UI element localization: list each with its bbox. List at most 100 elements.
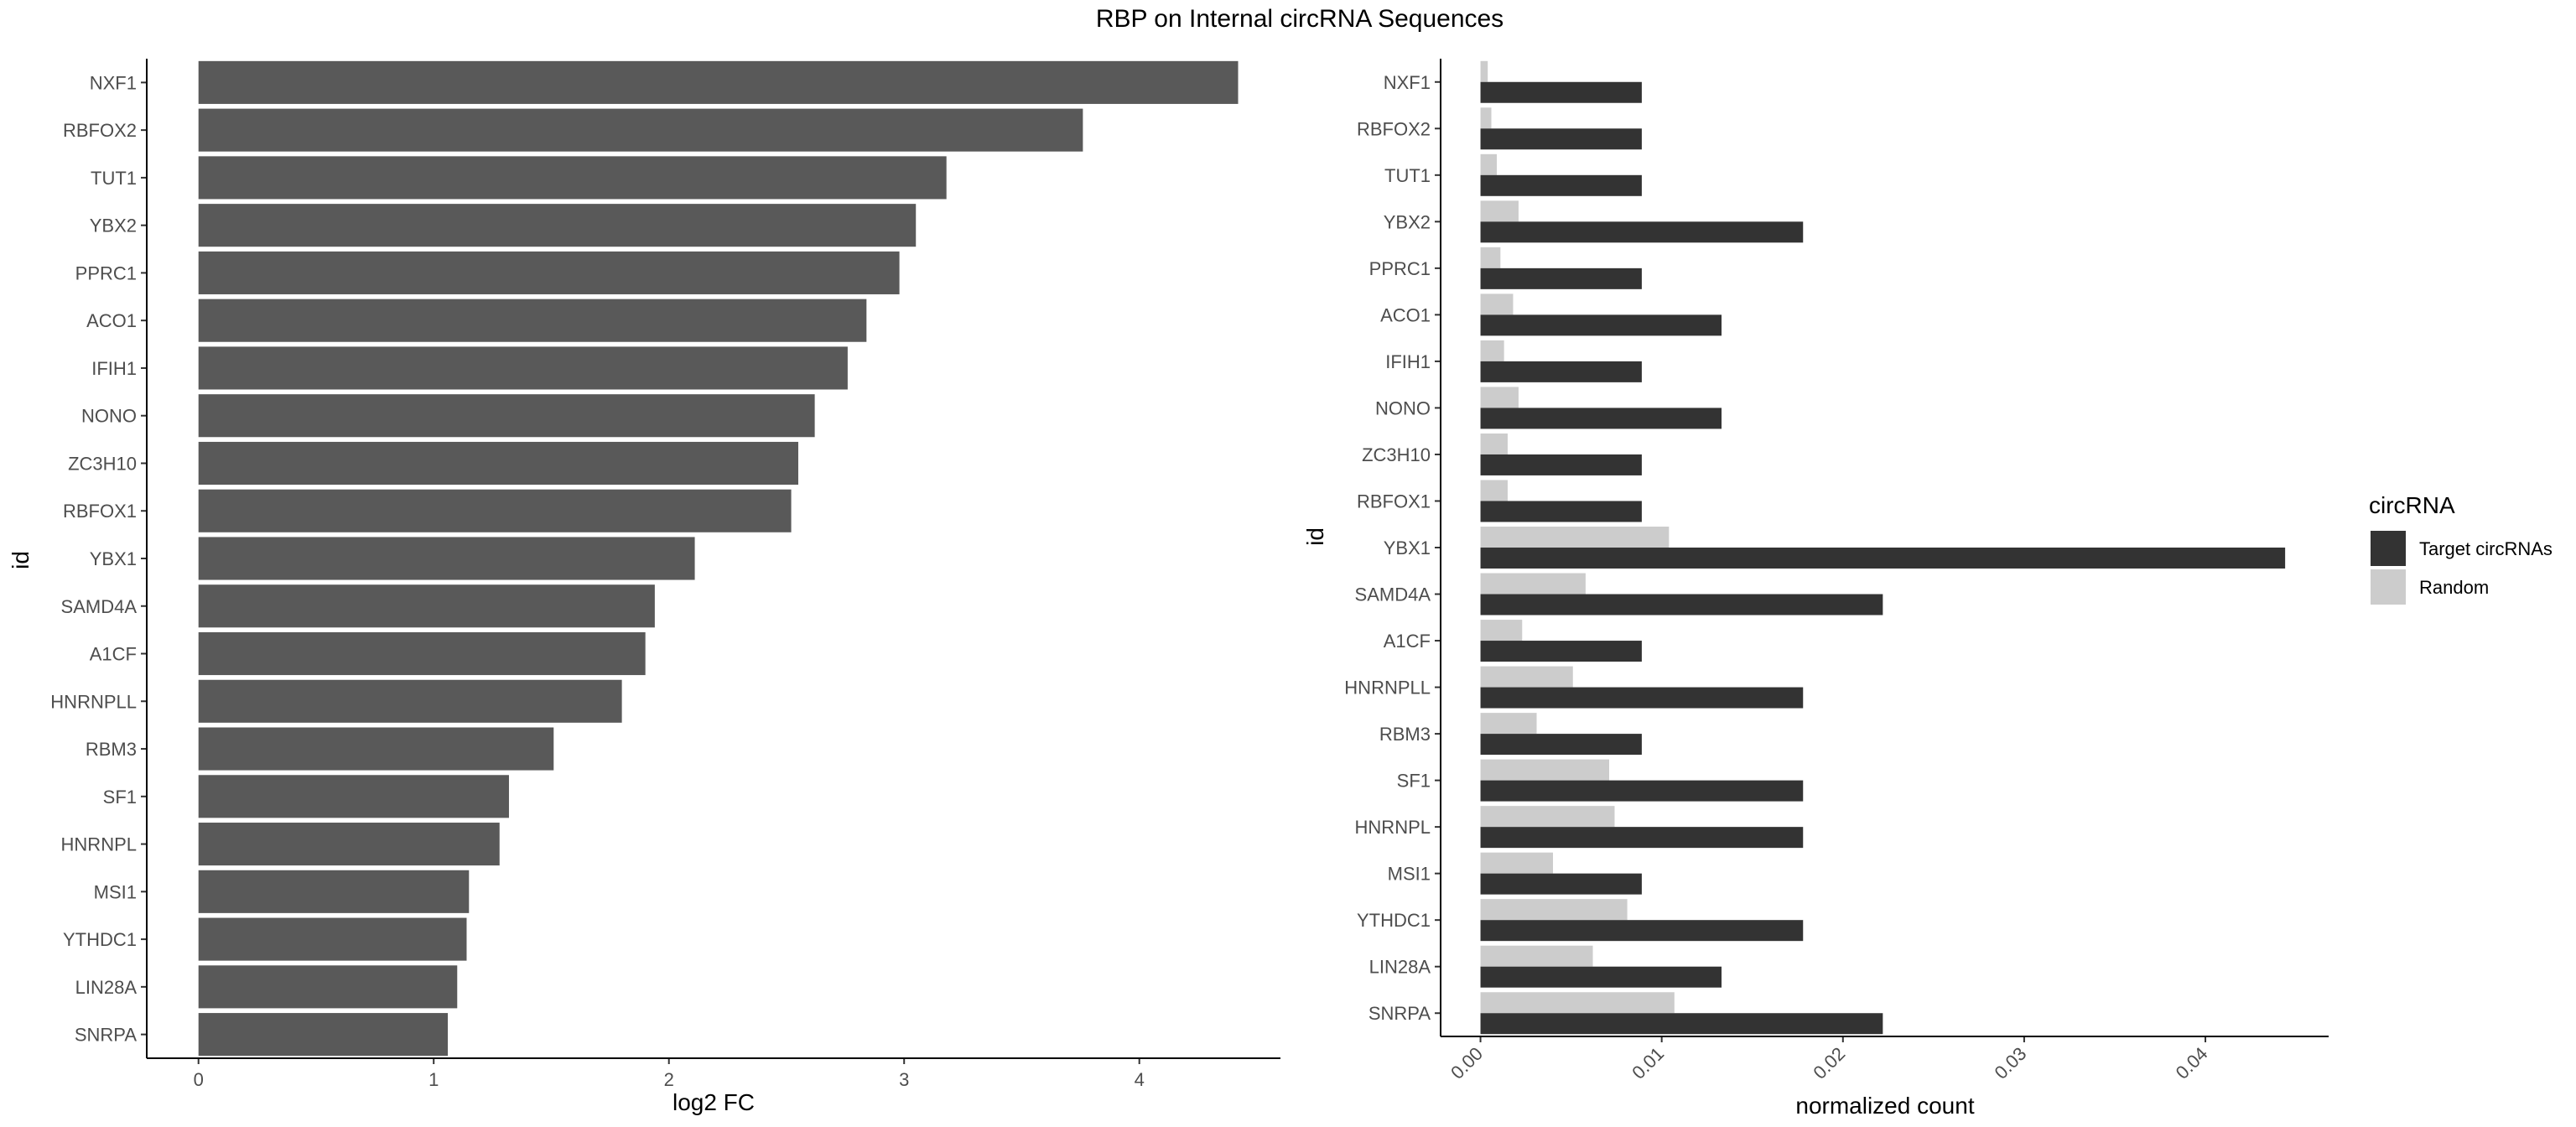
bar-zc3h10-random — [1480, 433, 1508, 454]
y-tick-label-nxf1: NXF1 — [1384, 72, 1431, 93]
y-tick-label-pprc1: PPRC1 — [1369, 258, 1431, 279]
legend-label-random: Random — [2419, 577, 2489, 598]
right-bars — [1480, 60, 2286, 1035]
y-tick-label-ifih1: IFIH1 — [1385, 351, 1431, 372]
y-tick-label-ybx1: YBX1 — [90, 548, 137, 569]
y-tick-label-rbfox1: RBFOX1 — [1357, 491, 1431, 512]
y-tick-label-samd4a: SAMD4A — [1355, 584, 1431, 605]
bar-nono-random — [1480, 387, 1519, 408]
y-tick-label-samd4a: SAMD4A — [61, 596, 138, 617]
y-tick-label-rbm3: RBM3 — [1379, 724, 1431, 745]
bar-msi1-random — [1480, 852, 1553, 874]
y-tick-label-rbfox2: RBFOX2 — [63, 120, 137, 141]
right-y-axis-title: id — [1302, 527, 1328, 546]
bar-rbfox2-random — [1480, 107, 1492, 129]
y-tick-label-hnrnpll: HNRNPLL — [50, 691, 137, 712]
left-bars — [198, 60, 1239, 1057]
bar-pprc1 — [198, 251, 900, 294]
bar-ythdc1-target — [1480, 920, 1804, 942]
x-tick-label: 0.03 — [1990, 1043, 2030, 1083]
y-tick-label-sf1: SF1 — [1397, 771, 1431, 792]
y-tick-label-sf1: SF1 — [103, 787, 137, 808]
left-y-axis-title: id — [8, 551, 34, 569]
y-tick-label-rbm3: RBM3 — [86, 739, 137, 760]
legend-label-target: Target circRNAs — [2419, 538, 2553, 559]
y-tick-label-ythdc1: YTHDC1 — [63, 929, 137, 950]
bar-lin28a-random — [1480, 945, 1593, 967]
right-grouped-bar-chart: NXF1 RBFOX2 TUT1 YBX2 PPRC1 ACO1 IFIH1 NONO ZC3H… — [1302, 59, 2329, 1119]
bar-ybx2-random — [1480, 200, 1519, 222]
bar-sf1 — [198, 775, 509, 818]
bar-ybx2-target — [1480, 221, 1804, 243]
bar-rbfox2-target — [1480, 128, 1642, 150]
bar-sf1-random — [1480, 759, 1609, 781]
bar-rbfox1-target — [1480, 501, 1642, 522]
bar-zc3h10-target — [1480, 454, 1642, 475]
bar-rbm3-target — [1480, 734, 1642, 756]
left-bar-chart: NXF1 RBFOX2 TUT1 YBX2 PPRC1 ACO1 IFIH1 NONO ZC3H… — [8, 59, 1280, 1115]
y-tick-label-nono: NONO — [81, 406, 137, 427]
y-tick-label-tut1: TUT1 — [91, 168, 137, 189]
bar-aco1-target — [1480, 314, 1722, 336]
legend-title: circRNA — [2369, 492, 2455, 518]
bar-tut1-random — [1480, 153, 1497, 175]
y-tick-label-msi1: MSI1 — [1388, 864, 1431, 885]
y-tick-label-nxf1: NXF1 — [90, 72, 137, 93]
bar-tut1-target — [1480, 174, 1642, 196]
left-x-tick-labels: 0 1 2 3 4 — [194, 1058, 1145, 1090]
y-tick-label-zc3h10: ZC3H10 — [68, 453, 137, 474]
bar-nxf1 — [198, 60, 1239, 104]
y-tick-label-aco1: ACO1 — [86, 310, 137, 331]
bar-a1cf-random — [1480, 620, 1523, 641]
y-tick-label-pprc1: PPRC1 — [75, 262, 137, 283]
bar-snrpa-target — [1480, 1013, 1883, 1035]
bar-msi1-target — [1480, 873, 1642, 895]
bar-ifih1 — [198, 346, 848, 390]
bar-rbfox2 — [198, 108, 1083, 152]
bar-ybx1-random — [1480, 527, 1670, 548]
left-x-axis-title: log2 FC — [673, 1089, 755, 1115]
bar-a1cf-target — [1480, 641, 1642, 662]
y-tick-label-hnrnpl: HNRNPL — [1355, 817, 1431, 838]
y-tick-label-tut1: TUT1 — [1384, 165, 1431, 186]
bar-hnrnpll — [198, 679, 622, 723]
y-tick-label-rbfox1: RBFOX1 — [63, 501, 137, 522]
bar-nxf1-target — [1480, 81, 1642, 103]
bar-snrpa — [198, 1013, 449, 1057]
bar-ifih1-target — [1480, 361, 1642, 382]
bar-samd4a-random — [1480, 573, 1586, 595]
bar-hnrnpll-target — [1480, 687, 1804, 709]
y-tick-label-nono: NONO — [1375, 397, 1431, 418]
bar-hnrnpll-random — [1480, 666, 1573, 688]
bar-aco1 — [198, 299, 867, 342]
x-tick-label: 0 — [194, 1069, 204, 1090]
x-tick-label: 2 — [664, 1069, 674, 1090]
left-y-tick-labels: NXF1 RBFOX2 TUT1 YBX2 PPRC1 ACO1 IFIH1 NONO ZC3H… — [50, 72, 147, 1046]
bar-ifih1-random — [1480, 340, 1504, 361]
bar-ybx2 — [198, 204, 917, 247]
y-tick-label-lin28a: LIN28A — [75, 977, 138, 998]
y-tick-label-zc3h10: ZC3H10 — [1362, 444, 1431, 465]
bar-pprc1-random — [1480, 247, 1501, 268]
chart-title: RBP on Internal circRNA Sequences — [1096, 5, 1504, 33]
bar-rbm3 — [198, 727, 554, 771]
y-tick-label-msi1: MSI1 — [94, 881, 137, 902]
bar-msi1 — [198, 870, 470, 913]
bar-sf1-target — [1480, 780, 1804, 802]
bar-pprc1-target — [1480, 267, 1642, 289]
bar-hnrnpl-random — [1480, 806, 1615, 828]
bar-hnrnpl-target — [1480, 827, 1804, 849]
y-tick-label-snrpa: SNRPA — [1368, 1003, 1431, 1024]
y-tick-label-ythdc1: YTHDC1 — [1357, 910, 1431, 931]
bar-zc3h10 — [198, 441, 798, 486]
legend: circRNA Target circRNAs Random — [2369, 492, 2553, 605]
right-y-tick-labels: NXF1 RBFOX2 TUT1 YBX2 PPRC1 ACO1 IFIH1 NONO ZC3H… — [1344, 72, 1441, 1024]
y-tick-label-lin28a: LIN28A — [1369, 957, 1431, 978]
x-tick-label: 4 — [1135, 1069, 1145, 1090]
y-tick-label-a1cf: A1CF — [90, 644, 137, 665]
legend-swatch-random — [2371, 569, 2406, 605]
bar-aco1-random — [1480, 293, 1514, 315]
x-tick-label: 0.01 — [1628, 1043, 1668, 1083]
y-tick-label-hnrnpll: HNRNPLL — [1344, 678, 1431, 699]
